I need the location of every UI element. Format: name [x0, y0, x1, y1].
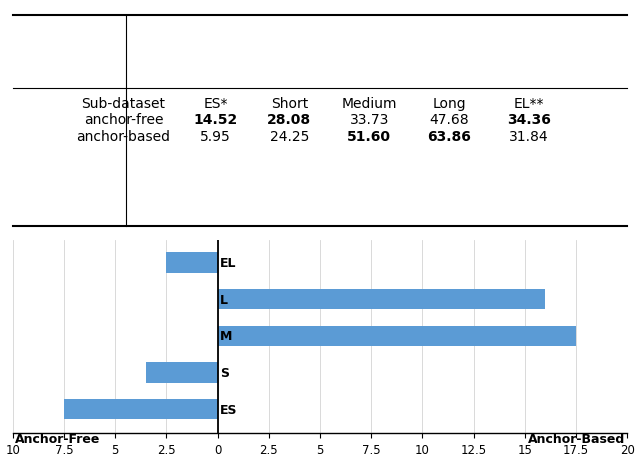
- Bar: [218, 289, 545, 309]
- Bar: [218, 326, 576, 346]
- Text: ES: ES: [220, 403, 237, 416]
- Text: Anchor-Based: Anchor-Based: [528, 432, 625, 445]
- Bar: [166, 253, 218, 273]
- Text: * Extremely Short: * Extremely Short: [19, 242, 130, 255]
- Text: S: S: [220, 366, 229, 379]
- Bar: [64, 399, 218, 419]
- Text: EL: EL: [220, 257, 237, 269]
- Text: Anchor-Free: Anchor-Free: [15, 432, 100, 445]
- Bar: [146, 363, 218, 383]
- Text: L: L: [220, 293, 228, 306]
- Text: ** Extremely Long: ** Extremely Long: [19, 279, 133, 292]
- Text: M: M: [220, 330, 232, 343]
